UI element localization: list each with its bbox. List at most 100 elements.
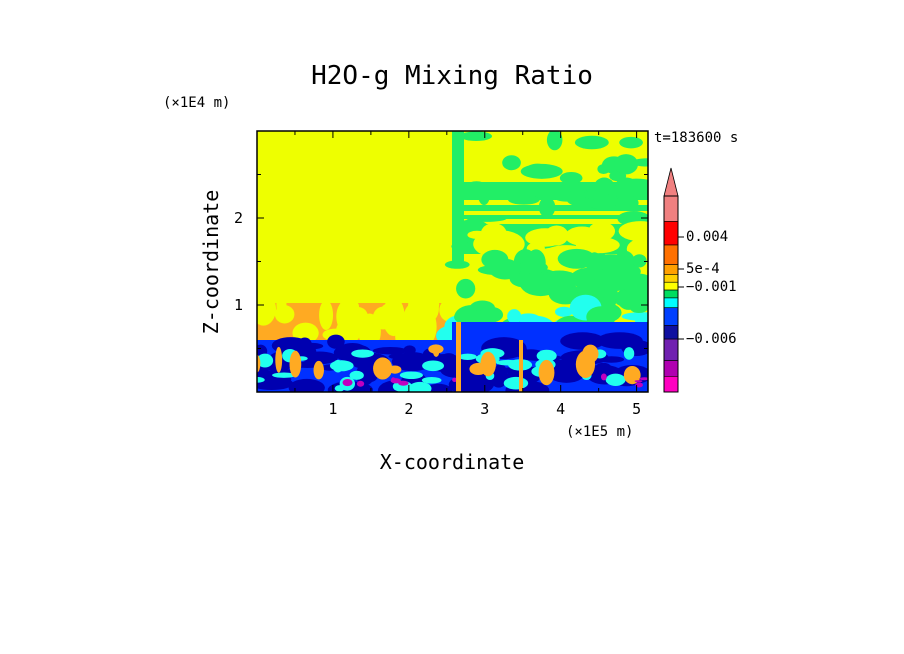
colorbar-swatch — [663, 281, 679, 291]
colorbar-swatch — [663, 307, 679, 326]
colorbar-label: 0.004 — [686, 229, 728, 245]
field-blob — [478, 306, 504, 323]
field-blob — [503, 376, 529, 390]
plot-area — [257, 131, 648, 392]
field-blob — [630, 304, 648, 313]
colorbar-label: 5e-4 — [686, 261, 720, 277]
field-blob — [282, 337, 296, 353]
field-blob — [257, 353, 274, 368]
field-band — [460, 215, 648, 219]
colorbar-swatch — [663, 289, 679, 299]
y-tick-label: 2 — [234, 209, 243, 227]
field-blob — [460, 131, 493, 142]
x-axis-label: X-coordinate — [380, 450, 525, 474]
field-band — [456, 322, 461, 392]
colorbar: 0.004 5e-4 −0.001 −0.006 — [663, 167, 737, 393]
field-blob — [623, 347, 635, 360]
field-blob — [418, 317, 433, 346]
colorbar-swatch — [663, 195, 679, 222]
field-blob — [403, 345, 416, 355]
field-blob — [466, 215, 507, 222]
field-blob — [639, 377, 648, 381]
field-blob — [619, 136, 643, 149]
field-blob — [559, 171, 583, 185]
field-blob — [594, 267, 635, 292]
field-blob — [546, 131, 563, 151]
colorbar-swatch — [663, 274, 679, 283]
field-blob — [342, 378, 353, 387]
x-scale-label: (×1E5 m) — [566, 424, 633, 440]
y-tick-label: 1 — [234, 296, 243, 314]
field-blob — [258, 304, 273, 318]
field-blob — [635, 382, 643, 388]
colorbar-frame — [663, 195, 679, 393]
field-blob — [327, 334, 345, 349]
time-label: t=183600 s — [654, 130, 738, 146]
field-blob — [618, 221, 648, 242]
field-blob — [452, 377, 458, 382]
field-blob — [456, 278, 476, 299]
colorbar-label: −0.006 — [686, 331, 737, 347]
field — [257, 131, 648, 392]
field-blob — [372, 346, 408, 355]
field-blob — [319, 300, 334, 331]
field-blob — [586, 252, 603, 280]
field-blob — [257, 354, 261, 373]
field-blob — [421, 376, 442, 384]
colorbar-swatch — [663, 244, 679, 265]
field-blob — [594, 177, 615, 196]
field-blob — [351, 349, 374, 358]
field-blob — [454, 309, 484, 325]
field-blob — [451, 241, 473, 252]
colorbar-arrow — [663, 167, 679, 197]
field-blob — [588, 221, 616, 241]
x-tick-label: 1 — [328, 400, 337, 418]
colorbar-swatch — [663, 338, 679, 361]
field-blob — [555, 306, 573, 317]
field-blob — [356, 380, 365, 387]
field-blob — [424, 383, 453, 392]
field-blob — [390, 378, 401, 384]
chart-title: H2O-g Mixing Ratio — [311, 61, 593, 91]
x-tick-label: 2 — [404, 400, 413, 418]
field-blob — [574, 135, 609, 150]
field-blob — [632, 254, 647, 268]
field-blob — [517, 261, 548, 274]
field-blob — [275, 346, 283, 373]
field-blob — [373, 357, 393, 380]
field-blob — [634, 380, 643, 383]
field-blob — [544, 225, 569, 246]
field-blob — [444, 260, 470, 269]
field-blob — [257, 376, 265, 383]
colorbar-swatch — [663, 264, 679, 275]
field-blob — [600, 373, 607, 381]
field-blob — [272, 372, 296, 378]
x-tick-label: 5 — [632, 400, 641, 418]
field-blob — [399, 371, 423, 379]
colorbar-label: −0.001 — [686, 279, 737, 295]
field-blob — [598, 356, 625, 363]
field-blob — [597, 164, 610, 175]
field-blob — [481, 249, 509, 270]
field-blob — [257, 376, 294, 390]
field-blob — [507, 309, 522, 324]
field-blob — [539, 270, 580, 290]
field-blob — [508, 194, 540, 205]
colorbar-swatch — [663, 376, 679, 393]
field-blob — [538, 196, 556, 218]
field-blob — [458, 353, 477, 360]
field-blob — [408, 381, 432, 392]
field-blob — [289, 350, 302, 378]
field-blob — [615, 195, 639, 212]
field-blob — [538, 359, 555, 386]
field-blob — [502, 155, 521, 171]
axes: 1 2 3 4 5 1 2 — [234, 130, 649, 418]
colorbar-swatch — [663, 360, 679, 377]
field-blob — [288, 378, 325, 392]
field-blob — [614, 154, 639, 175]
field-blob — [336, 299, 358, 334]
field-blob — [623, 365, 641, 385]
field-blob — [582, 344, 599, 363]
field-blob — [329, 360, 354, 372]
